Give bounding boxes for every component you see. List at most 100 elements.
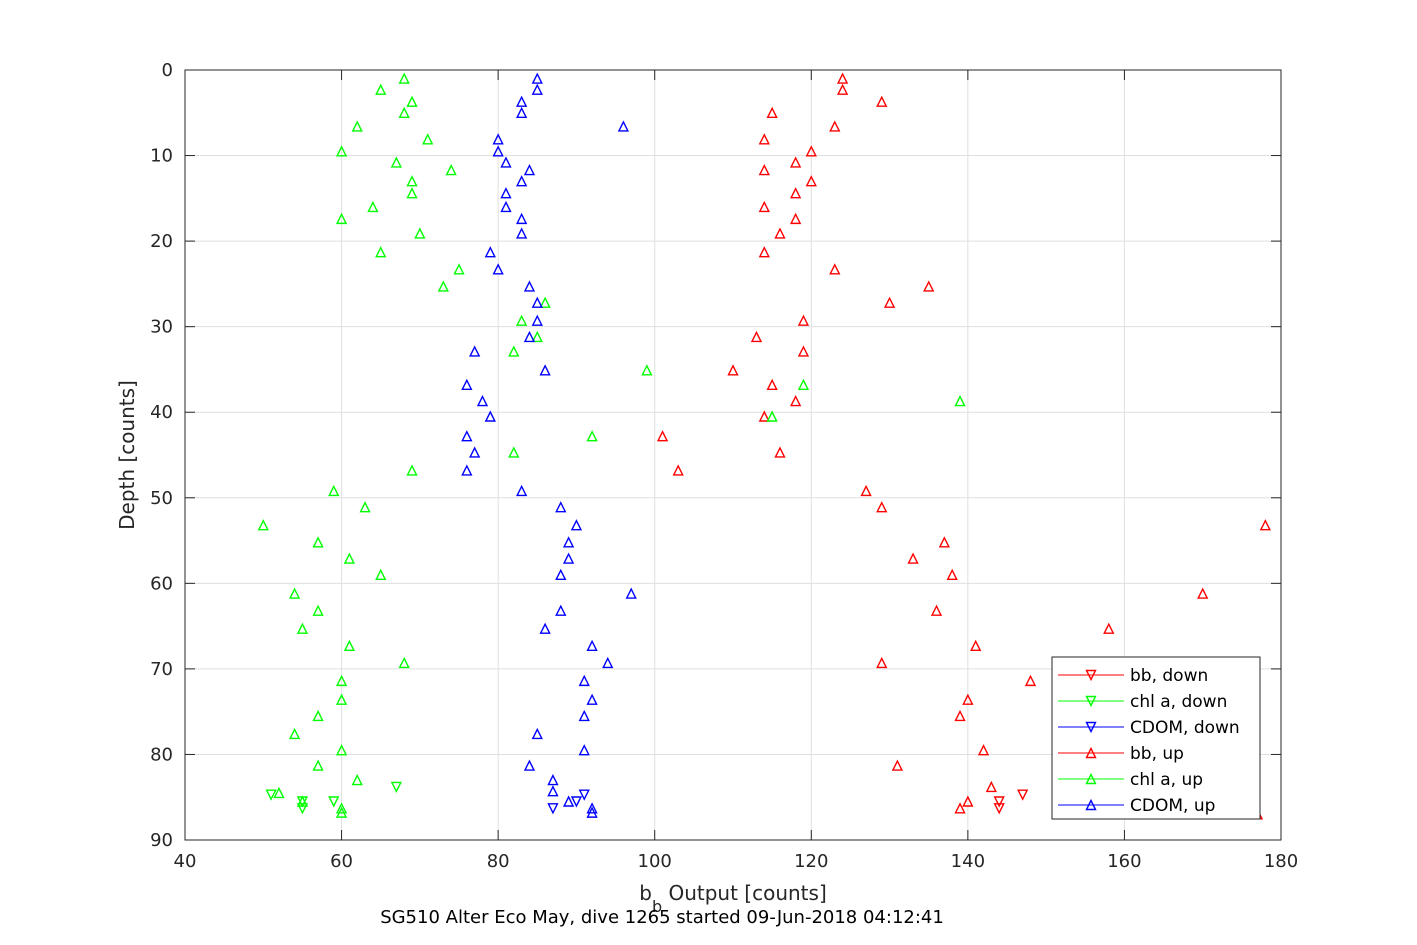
point-bb-up	[977, 744, 990, 756]
point-bb-up	[766, 378, 778, 391]
plot-frame	[184, 69, 1282, 841]
point-bb-up	[789, 156, 802, 168]
point-cdom-up	[515, 175, 528, 187]
point-cdom-up	[515, 95, 528, 107]
point-chl-a-up	[328, 484, 340, 497]
point-bb-up	[1024, 674, 1037, 687]
point-cdom-up	[578, 709, 590, 722]
point-chl-a-up	[445, 164, 457, 176]
point-chl-a-up	[390, 156, 403, 168]
point-bb-up	[954, 709, 966, 722]
point-chl-a-up	[296, 622, 309, 634]
point-cdom-up	[539, 622, 551, 634]
x-axis-label: bb Output [counts]	[639, 881, 827, 916]
point-chl-a-down	[328, 796, 340, 808]
legend-marker-bb-up	[1085, 746, 1097, 759]
x-axis-label-rest: Output [counts]	[662, 881, 827, 905]
point-cdom-up	[492, 263, 504, 275]
point-bb-up	[876, 501, 888, 513]
point-chl-a-up	[508, 446, 520, 458]
point-chl-a-up	[406, 95, 418, 107]
point-bb-up	[836, 83, 849, 95]
point-cdom-up	[625, 587, 637, 599]
point-bb-up	[938, 536, 951, 548]
point-bb-up	[930, 604, 943, 616]
point-cdom-down	[578, 789, 590, 801]
y-tick-label: 20	[150, 231, 173, 252]
point-bb-up	[836, 72, 849, 84]
point-bb-up	[758, 133, 770, 145]
point-cdom-up	[515, 212, 528, 225]
point-bb-up	[962, 693, 974, 705]
y-tick-label: 30	[150, 317, 173, 338]
point-chl-a-up	[351, 774, 363, 786]
point-cdom-up	[515, 484, 528, 497]
point-chl-a-up	[257, 519, 269, 531]
chart-caption: SG510 Alter Eco May, dive 1265 started 0…	[380, 907, 944, 928]
point-cdom-down	[570, 796, 583, 808]
legend-label-cdom-up: CDOM, up	[1130, 796, 1215, 816]
point-bb-up	[758, 200, 770, 213]
point-chl-a-up	[406, 464, 418, 476]
point-cdom-up	[523, 759, 536, 771]
point-chl-a-up	[766, 410, 778, 422]
point-bb-down	[993, 803, 1005, 815]
point-bb-up	[789, 395, 802, 407]
point-cdom-up	[469, 446, 481, 458]
x-tick-label: 100	[638, 851, 672, 872]
point-cdom-up	[492, 145, 504, 157]
point-bb-up	[805, 175, 817, 187]
legend-marker-cdom-up	[1085, 798, 1097, 811]
x-tick-label: 80	[487, 851, 510, 872]
point-chl-a-up	[312, 759, 324, 771]
point-cdom-up	[562, 552, 575, 564]
point-chl-a-up	[797, 378, 810, 391]
point-cdom-up	[531, 727, 543, 740]
x-axis-label-subscript: b	[652, 897, 662, 916]
y-tick-label: 10	[150, 146, 173, 167]
point-cdom-up	[586, 639, 598, 651]
point-chl-a-up	[586, 430, 598, 442]
point-chl-a-up	[422, 133, 434, 145]
point-chl-a-up	[375, 246, 387, 258]
axis-ticks: 40 60 80 100 120 140 160 180 0 10 20 30 40 50 60 70 80 90	[150, 60, 1298, 872]
point-chl-a-up	[312, 604, 324, 616]
legend: bb, down chl a, down CDOM, down bb, up chl a…	[1051, 656, 1261, 820]
point-bb-up	[1259, 519, 1271, 531]
point-cdom-up	[539, 364, 551, 376]
point-cdom-up	[531, 83, 543, 95]
point-cdom-up	[523, 280, 536, 292]
y-axis-label: Depth [counts]	[115, 380, 139, 530]
point-chl-a-up	[296, 795, 309, 807]
point-bb-up	[774, 227, 786, 239]
point-cdom-up	[531, 72, 543, 84]
point-cdom-up	[461, 464, 473, 476]
point-cdom-up	[562, 795, 575, 807]
point-cdom-up	[484, 410, 496, 422]
point-chl-a-up	[312, 709, 324, 722]
point-chl-a-up	[288, 587, 301, 599]
point-bb-up	[946, 568, 958, 580]
point-chl-a-up	[335, 744, 348, 756]
x-tick-label: 180	[1264, 851, 1298, 872]
point-bb-up	[797, 345, 810, 357]
point-chl-a-up	[398, 106, 410, 118]
legend-label-bb-up: bb, up	[1130, 744, 1184, 764]
point-bb-up	[774, 446, 786, 458]
point-cdom-up	[547, 774, 559, 786]
point-bb-up	[805, 145, 817, 157]
point-bb-up	[954, 802, 966, 814]
y-tick-label: 90	[150, 830, 173, 851]
point-bb-up	[907, 552, 919, 564]
point-chl-a-down	[296, 803, 309, 815]
point-cdom-up	[461, 378, 473, 391]
y-tick-label: 40	[150, 402, 173, 423]
point-bb-up	[829, 120, 841, 132]
legend-label-chl-a-down: chl a, down	[1130, 692, 1227, 712]
point-bb-up	[985, 780, 997, 793]
point-cdom-up	[578, 744, 590, 756]
point-chl-a-up	[351, 120, 363, 132]
point-bb-up	[829, 263, 841, 275]
point-chl-a-up	[335, 212, 348, 225]
point-bb-up	[758, 410, 770, 422]
